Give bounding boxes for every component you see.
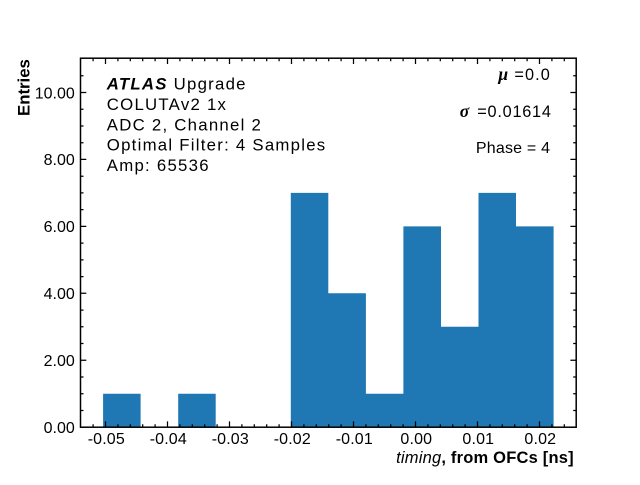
svg-text:ATLAS Upgrade: ATLAS Upgrade bbox=[106, 75, 247, 94]
svg-text:Optimal Filter: 4 Samples: Optimal Filter: 4 Samples bbox=[107, 136, 327, 155]
svg-text:0.02: 0.02 bbox=[524, 431, 556, 448]
svg-text:2.00: 2.00 bbox=[44, 353, 75, 370]
svg-text:=0.01614: =0.01614 bbox=[477, 103, 551, 121]
svg-text:0.00: 0.00 bbox=[44, 420, 75, 437]
svg-text:0.00: 0.00 bbox=[400, 431, 432, 448]
svg-text:6.00: 6.00 bbox=[44, 219, 75, 236]
svg-text:-0.01: -0.01 bbox=[336, 431, 373, 448]
svg-text:0.01: 0.01 bbox=[462, 431, 494, 448]
svg-text:Phase = 4: Phase = 4 bbox=[476, 140, 550, 157]
svg-text:=0.0: =0.0 bbox=[514, 66, 551, 84]
svg-text:ADC 2, Channel 2: ADC 2, Channel 2 bbox=[107, 115, 262, 134]
svg-text:8.00: 8.00 bbox=[44, 152, 75, 169]
svg-text:COLUTAv2 1x: COLUTAv2 1x bbox=[107, 95, 227, 114]
svg-text:Entries: Entries bbox=[15, 59, 34, 116]
svg-text:4.00: 4.00 bbox=[44, 286, 75, 303]
svg-text:-0.03: -0.03 bbox=[212, 431, 249, 448]
svg-text:-0.04: -0.04 bbox=[150, 431, 187, 448]
svg-text:Amp: 65536: Amp: 65536 bbox=[107, 156, 210, 175]
svg-text:-0.05: -0.05 bbox=[88, 431, 125, 448]
svg-text:σ: σ bbox=[460, 101, 470, 121]
svg-text:10.00: 10.00 bbox=[35, 85, 75, 102]
svg-text:timing, from OFCs [ns]: timing, from OFCs [ns] bbox=[396, 449, 574, 467]
svg-text:μ: μ bbox=[497, 64, 508, 84]
svg-text:-0.02: -0.02 bbox=[274, 431, 311, 448]
